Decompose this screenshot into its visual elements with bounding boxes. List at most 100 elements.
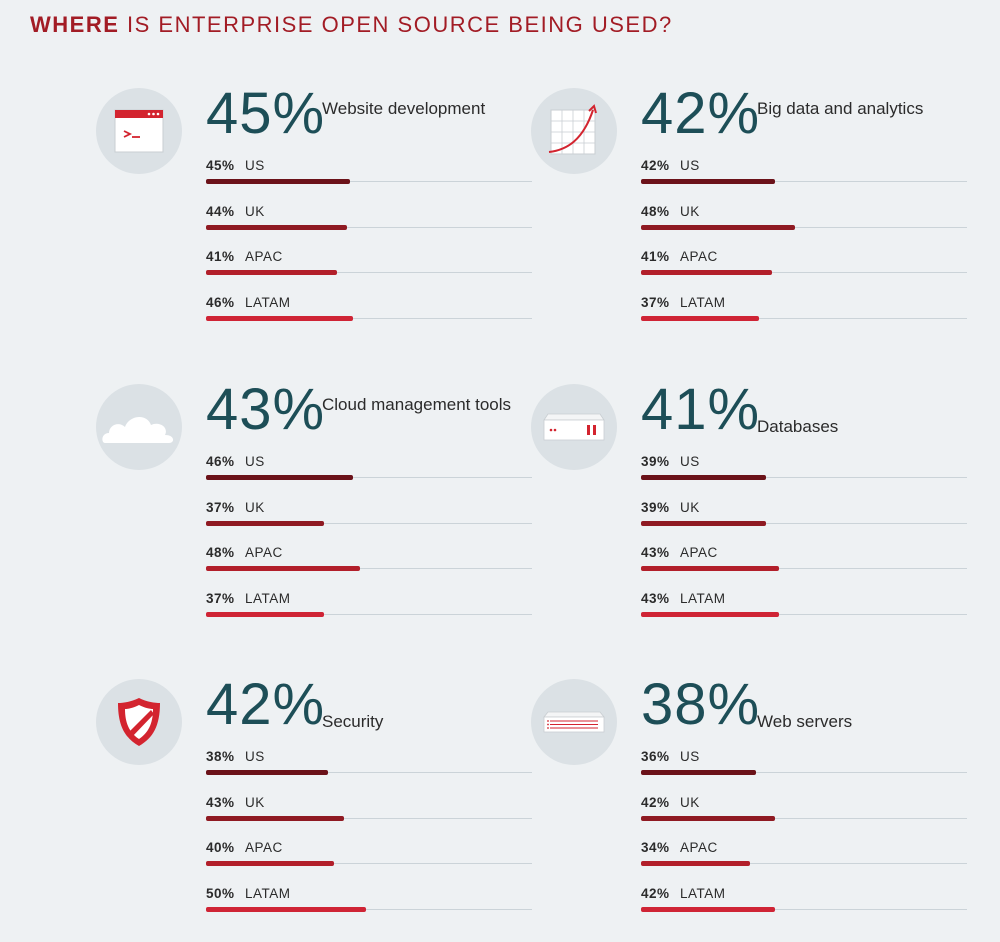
region-row-uk: 43% UK bbox=[206, 791, 532, 837]
region-name: UK bbox=[680, 499, 700, 515]
bar-rows: 39% US 39% UK 43% APAC 43% LATAM bbox=[641, 450, 967, 632]
bar-track bbox=[206, 477, 532, 478]
bar-track bbox=[206, 272, 532, 273]
icon-circle bbox=[96, 679, 182, 765]
region-row-apac: 34% APAC bbox=[641, 836, 967, 882]
icon-circle bbox=[96, 384, 182, 470]
bar-us bbox=[641, 179, 776, 184]
big-percent: 38% bbox=[641, 672, 761, 737]
bar-track bbox=[206, 817, 532, 819]
region-row-us: 42% US bbox=[641, 154, 967, 200]
bar-track bbox=[641, 226, 967, 228]
big-percent: 42% bbox=[641, 81, 761, 146]
bar-track bbox=[641, 817, 967, 819]
region-row-label: 45% US bbox=[206, 158, 265, 173]
region-name: LATAM bbox=[680, 590, 726, 606]
region-row-latam: 46% LATAM bbox=[206, 291, 532, 337]
region-row-uk: 42% UK bbox=[641, 791, 967, 837]
bar-track bbox=[641, 522, 967, 524]
bar-us bbox=[641, 770, 757, 775]
region-row-uk: 48% UK bbox=[641, 200, 967, 246]
bar-latam bbox=[206, 611, 325, 617]
region-name: US bbox=[245, 158, 265, 173]
bar-uk bbox=[206, 815, 344, 821]
region-name: APAC bbox=[245, 249, 283, 264]
big-percent: 43% bbox=[206, 377, 326, 442]
region-name: LATAM bbox=[245, 294, 291, 310]
region-name: US bbox=[680, 749, 700, 764]
region-name: LATAM bbox=[680, 294, 726, 310]
region-percent: 38% bbox=[206, 749, 235, 764]
bar-us bbox=[206, 475, 354, 480]
category-label: Big data and analytics bbox=[757, 99, 924, 118]
region-percent: 50% bbox=[206, 885, 235, 901]
region-row-label: 39% US bbox=[641, 454, 700, 469]
region-row-us: 46% US bbox=[206, 450, 532, 496]
category-label: Security bbox=[322, 712, 384, 731]
icon-circle bbox=[531, 679, 617, 765]
region-percent: 39% bbox=[641, 499, 670, 515]
category-label: Cloud management tools bbox=[322, 395, 512, 414]
growth-chart-icon bbox=[548, 104, 597, 155]
region-row-apac: 40% APAC bbox=[206, 836, 532, 882]
region-row-label: 40% APAC bbox=[206, 840, 283, 855]
region-percent: 36% bbox=[641, 749, 670, 764]
region-percent: 40% bbox=[206, 840, 235, 855]
region-percent: 42% bbox=[641, 885, 670, 901]
bar-track bbox=[206, 226, 532, 228]
bar-track bbox=[641, 568, 967, 569]
region-row-label: 42% LATAM bbox=[641, 886, 726, 901]
web-server-icon bbox=[543, 711, 605, 733]
region-row-label: 37% LATAM bbox=[206, 591, 291, 606]
region-name: US bbox=[245, 454, 265, 469]
bar-uk bbox=[206, 520, 325, 526]
bar-track bbox=[641, 272, 967, 273]
bar-uk bbox=[641, 520, 766, 526]
region-row-uk: 44% UK bbox=[206, 200, 532, 246]
panel-web-servers: 38% Web servers 36% US 42% UK 34% APAC 42% LATA… bbox=[531, 672, 971, 939]
shield-icon bbox=[118, 698, 160, 746]
region-row-label: 41% APAC bbox=[641, 249, 718, 264]
bar-apac bbox=[206, 861, 334, 866]
category-label: Website development bbox=[322, 99, 486, 118]
bar-apac bbox=[206, 566, 360, 571]
bar-uk bbox=[641, 224, 795, 230]
region-name: UK bbox=[680, 203, 700, 219]
region-row-latam: 42% LATAM bbox=[641, 882, 967, 928]
page-title: WHERE IS ENTERPRISE OPEN SOURCE BEING US… bbox=[30, 12, 673, 38]
region-row-label: 43% APAC bbox=[641, 545, 718, 560]
region-percent: 34% bbox=[641, 840, 670, 855]
bar-track bbox=[641, 863, 967, 864]
region-row-uk: 39% UK bbox=[641, 496, 967, 542]
region-row-label: 43% LATAM bbox=[641, 591, 726, 606]
bar-apac bbox=[641, 566, 779, 571]
region-percent: 39% bbox=[641, 454, 670, 469]
region-row-apac: 43% APAC bbox=[641, 541, 967, 587]
region-row-us: 36% US bbox=[641, 745, 967, 791]
bar-track bbox=[206, 181, 532, 182]
bar-track bbox=[206, 613, 532, 615]
panel-big-data: 42% Big data and analytics 42% US 48% UK 41%… bbox=[531, 81, 971, 348]
region-percent: 43% bbox=[641, 545, 670, 560]
region-percent: 48% bbox=[641, 203, 670, 219]
bar-rows: 46% US 37% UK 48% APAC 37% LATAM bbox=[206, 450, 532, 632]
region-name: APAC bbox=[680, 545, 718, 560]
region-row-label: 42% US bbox=[641, 158, 700, 173]
region-row-apac: 41% APAC bbox=[206, 245, 532, 291]
region-name: APAC bbox=[680, 249, 718, 264]
bar-track bbox=[206, 772, 532, 773]
category-label: Web servers bbox=[757, 712, 853, 731]
region-name: LATAM bbox=[245, 885, 291, 901]
region-row-label: 48% APAC bbox=[206, 545, 283, 560]
bar-latam bbox=[206, 315, 354, 321]
panel-security: 42% Security 38% US 43% UK 40% APAC 50% LATAM bbox=[96, 672, 536, 939]
region-percent: 37% bbox=[206, 499, 235, 515]
region-row-apac: 41% APAC bbox=[641, 245, 967, 291]
server-rack-icon bbox=[543, 413, 605, 441]
bar-apac bbox=[641, 270, 773, 275]
region-row-us: 38% US bbox=[206, 745, 532, 791]
region-row-uk: 37% UK bbox=[206, 496, 532, 542]
region-row-label: 37% UK bbox=[206, 500, 265, 515]
region-name: APAC bbox=[680, 840, 718, 855]
bar-track bbox=[206, 568, 532, 569]
